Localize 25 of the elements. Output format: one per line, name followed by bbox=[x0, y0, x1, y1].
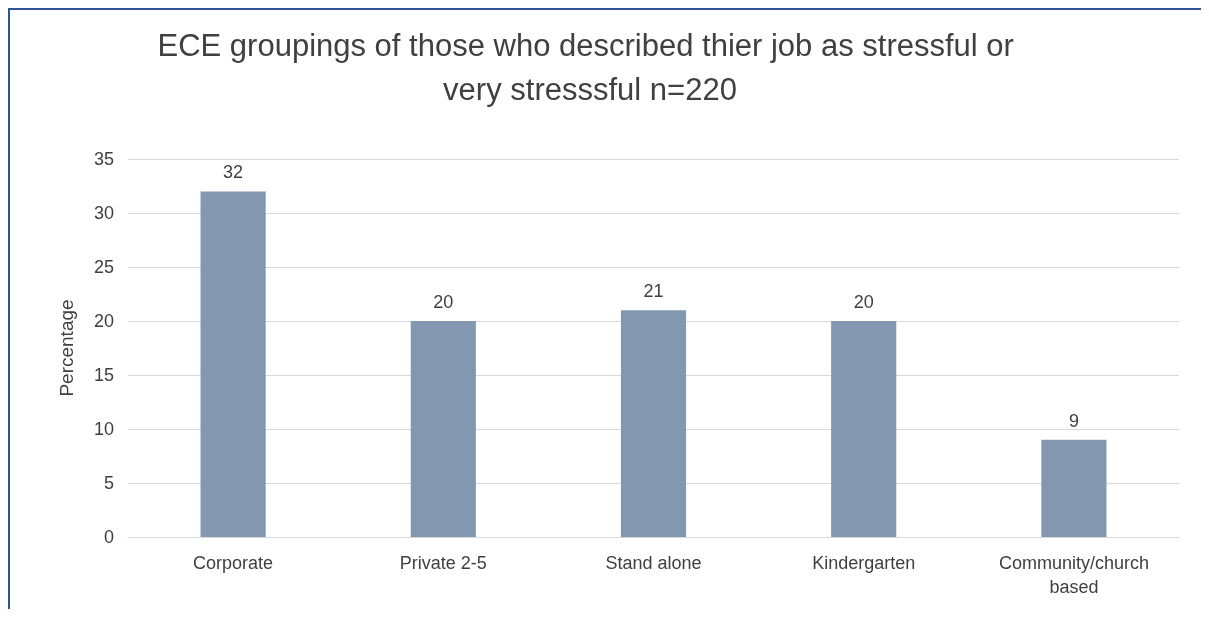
x-tick-label: Community/church based bbox=[998, 553, 1149, 597]
data-label: 21 bbox=[643, 281, 664, 302]
bar bbox=[831, 321, 897, 537]
x-tick-label: Stand alone bbox=[605, 553, 702, 573]
y-tick-label: 10 bbox=[93, 419, 114, 439]
y-axis-title: Percentage bbox=[56, 299, 77, 397]
data-label: 9 bbox=[1068, 410, 1079, 431]
x-tick-label: Kindergarten bbox=[812, 553, 916, 573]
y-tick-label: 15 bbox=[93, 365, 114, 385]
y-tick-label: 25 bbox=[93, 257, 114, 277]
data-label: 20 bbox=[853, 292, 874, 312]
data-label: 20 bbox=[433, 292, 454, 312]
y-tick-label: 20 bbox=[93, 311, 114, 331]
y-tick-label: 30 bbox=[93, 203, 114, 223]
bar bbox=[410, 321, 476, 537]
y-tick-label: 35 bbox=[93, 149, 114, 169]
x-tick-label: Corporate bbox=[193, 553, 274, 573]
y-tick-label: 0 bbox=[103, 527, 114, 547]
y-tick-label: 5 bbox=[103, 473, 114, 493]
x-tick-label: Private 2-5 bbox=[399, 553, 487, 573]
data-label: 32 bbox=[223, 162, 244, 183]
bar bbox=[620, 310, 687, 537]
chart-title: ECE groupings of those who described thier job as stressful or very stresssful n=220 bbox=[157, 27, 1023, 107]
bar bbox=[1041, 439, 1107, 537]
bar bbox=[200, 191, 266, 537]
